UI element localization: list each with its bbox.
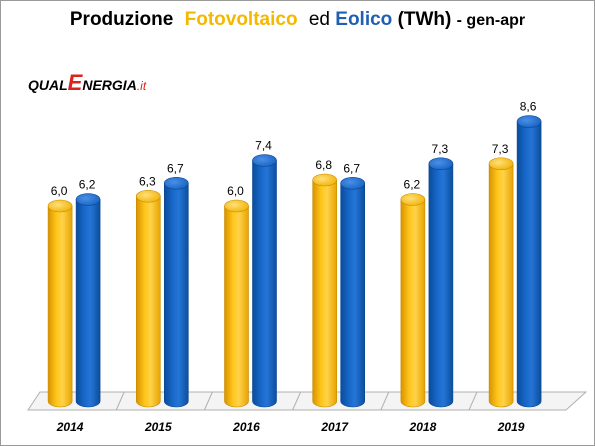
data-label-eolico-2015: 6,7 [167, 161, 184, 175]
category-label-2014: 2014 [56, 420, 84, 434]
title-eolico: Eolico [335, 9, 393, 30]
bar-body [516, 121, 542, 408]
bar-cap [312, 173, 338, 187]
data-label-eolico-2017: 6,7 [343, 161, 360, 175]
bar-cap [340, 176, 366, 190]
logo-e-letter: E [67, 70, 83, 95]
category-label-2018: 2018 [409, 420, 437, 434]
title-unit: (TWh) [397, 9, 452, 30]
bar-body [400, 199, 426, 408]
title-fotovoltaico: Fotovoltaico [184, 9, 298, 30]
bar-cap [47, 199, 73, 213]
floor-divider [115, 391, 125, 411]
floor-divider [203, 391, 213, 411]
bar-cap [224, 199, 249, 213]
bar-body [252, 160, 277, 408]
floor-divider [380, 391, 390, 411]
bar-cap [488, 157, 514, 171]
bar-series [47, 115, 542, 408]
bar-eolico-2018 [428, 157, 454, 408]
title-period: - gen-apr [456, 12, 526, 29]
logo-suffix: .it [136, 79, 147, 93]
data-label-fotovoltaico-2016: 6,0 [227, 184, 244, 198]
data-label-fotovoltaico-2018: 6,2 [404, 178, 421, 192]
bar-fotovoltaico-2017 [312, 173, 338, 408]
bar-body [428, 163, 454, 408]
bar-body [47, 205, 73, 408]
bar-body [75, 199, 101, 408]
bar-cap [428, 157, 454, 171]
category-label-2017: 2017 [320, 420, 349, 434]
data-label-fotovoltaico-2017: 6,8 [315, 158, 332, 172]
data-labels: 6,0 6,2 6,3 6,7 6,0 7,4 6,8 6,7 6,2 7,3 7,3 8,6 [51, 100, 537, 199]
data-label-eolico-2018: 7,3 [432, 142, 449, 156]
bar-body [488, 163, 514, 408]
floor-divider [468, 391, 478, 411]
bar-fotovoltaico-2019 [488, 157, 514, 408]
data-label-fotovoltaico-2019: 7,3 [492, 142, 509, 156]
data-label-eolico-2016: 7,4 [255, 139, 272, 153]
bar-fotovoltaico-2015 [136, 189, 161, 408]
bar-fotovoltaico-2016 [224, 199, 249, 408]
data-label-fotovoltaico-2015: 6,3 [139, 174, 156, 188]
category-label-2016: 2016 [232, 420, 260, 434]
bar-cap [516, 115, 542, 128]
bar-cap [252, 154, 277, 167]
bar-eolico-2014 [75, 193, 101, 408]
bar-cap [164, 176, 189, 190]
bar-body [312, 179, 337, 408]
qualenergia-logo: QUALENERGIA.it [28, 70, 146, 96]
data-label-fotovoltaico-2014: 6,0 [51, 184, 68, 198]
data-label-eolico-2019: 8,6 [520, 100, 537, 114]
category-label-2019: 2019 [497, 420, 525, 434]
logo-rest: NERGIA [82, 77, 137, 93]
bar-body [340, 182, 365, 408]
bar-fotovoltaico-2018 [400, 193, 426, 408]
bar-eolico-2015 [164, 176, 189, 408]
category-label-2015: 2015 [144, 420, 172, 434]
floor-divider [292, 391, 302, 411]
logo-prefix: QUAL [28, 77, 68, 93]
bar-cap [400, 193, 426, 206]
data-label-eolico-2014: 6,2 [79, 178, 96, 192]
bar-eolico-2017 [340, 176, 366, 408]
title-produzione: Produzione [69, 9, 174, 30]
bar-body [224, 205, 249, 408]
bar-cap [75, 193, 101, 206]
bar-fotovoltaico-2014 [47, 199, 73, 408]
bar-body [136, 195, 161, 408]
title-ed: ed [308, 9, 330, 30]
bar-eolico-2019 [516, 115, 542, 408]
bar-cap [136, 189, 161, 203]
chart-title: Produzione Fotovoltaico ed Eolico (TWh) … [0, 9, 595, 31]
category-dividers [115, 391, 478, 411]
category-labels: 2014 2015 2016 2017 2018 2019 [56, 420, 525, 434]
bar-eolico-2016 [252, 154, 277, 408]
bar-body [164, 182, 189, 408]
